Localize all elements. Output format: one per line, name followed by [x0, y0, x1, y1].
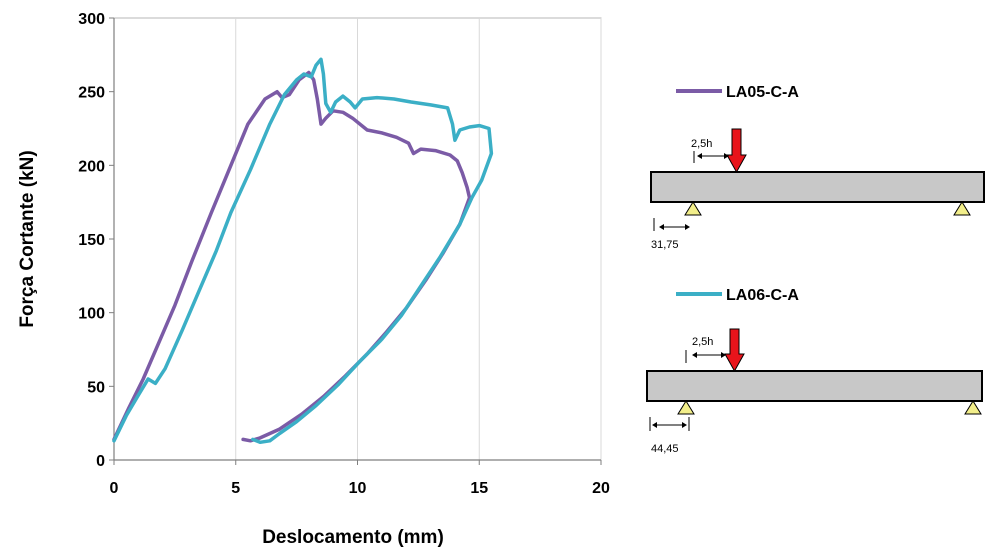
load-dimension-arrowhead-left-la06	[692, 352, 697, 358]
support-left-la05	[684, 201, 702, 216]
load-arrow-la05	[726, 128, 747, 174]
y-tick-labels: 0 50 100 150 200 250 300	[78, 11, 114, 470]
y-tick-label: 100	[78, 306, 105, 323]
beam-diagram-la05: 2,5h 31,75	[650, 128, 985, 251]
x-tick-label: 0	[110, 480, 119, 497]
x-tick-label: 5	[231, 480, 240, 497]
support-dimension-label-la06: 44,45	[651, 443, 679, 455]
legend-item-la06: LA06-C-A	[676, 287, 799, 304]
load-dimension-arrowhead-right-la06	[721, 352, 726, 358]
support-dimension-arrowhead-right-la05	[685, 224, 690, 230]
load-dimension-arrowhead-right-la05	[724, 153, 729, 159]
series-lines	[112, 57, 494, 445]
legend-label-la05: LA05-C-A	[726, 84, 799, 101]
beam-la05	[650, 171, 985, 203]
load-dimension-label-la05: 2,5h	[691, 138, 712, 150]
legend-label-la06: LA06-C-A	[726, 287, 799, 304]
y-tick-label: 0	[96, 453, 105, 470]
x-tick-label: 15	[470, 480, 488, 497]
x-tick-labels: 0 5 10 15 20	[110, 460, 610, 497]
x-tick-label: 20	[592, 480, 610, 497]
support-right-la05	[953, 201, 971, 216]
support-dimension-arrowhead-left-la06	[652, 422, 657, 428]
beam-diagram-la06: 2,5h 44,45	[646, 328, 983, 455]
x-tick-label: 10	[349, 480, 367, 497]
y-tick-label: 50	[87, 379, 105, 396]
beam-la06	[646, 370, 983, 402]
support-dimension-label-la05: 31,75	[651, 239, 679, 251]
y-tick-label: 200	[78, 158, 105, 175]
x-axis-title: Deslocamento (mm)	[262, 527, 444, 548]
legend-item-la05: LA05-C-A	[676, 84, 799, 101]
y-tick-label: 250	[78, 85, 105, 102]
y-tick-label: 150	[78, 232, 105, 249]
y-axis-title: Força Cortante (kN)	[17, 150, 38, 327]
load-dimension-label-la06: 2,5h	[692, 336, 713, 348]
y-tick-label: 300	[78, 11, 105, 28]
support-right-la06	[964, 400, 982, 415]
support-left-la06	[677, 400, 695, 415]
grid-lines	[235, 18, 602, 460]
support-dimension-arrowhead-right-la06	[682, 422, 687, 428]
support-dimension-arrowhead-left-la05	[659, 224, 664, 230]
series-line-la06-c-a	[112, 57, 494, 445]
load-arrow-la06	[724, 328, 745, 373]
load-dimension-arrowhead-left-la05	[697, 153, 702, 159]
